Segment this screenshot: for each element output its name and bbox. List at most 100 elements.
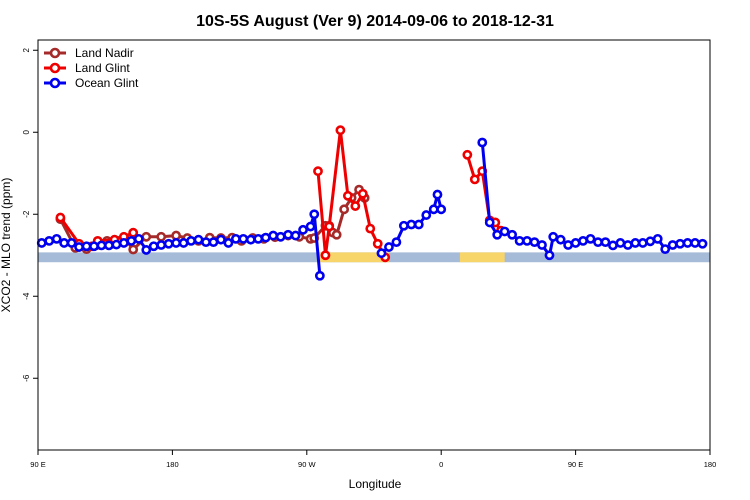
data-point [260,232,271,243]
data-point [313,166,323,177]
plot-frame [37,39,711,451]
data-point [608,240,618,251]
data-point [630,238,641,248]
legend-item: Ocean Glint [44,76,139,90]
data-point [111,239,122,250]
data-point [421,210,432,220]
data-point [537,240,547,250]
data-point [223,238,234,248]
data-point [622,240,633,250]
data-point [208,237,219,248]
y-axis: 2 0 -2 -4 -6 [22,47,38,382]
data-point [141,245,152,255]
data-point [298,224,308,235]
y-tick-label: -6 [22,374,31,382]
data-point [578,235,588,246]
data-point [309,209,320,220]
data-point [201,237,211,248]
data-point [171,238,182,248]
data-point [314,270,325,281]
data-point [697,238,708,249]
data-point [555,234,566,245]
x-tick-label: 90 E [30,460,45,469]
data-point [148,241,159,252]
data-point [324,221,335,232]
data-point [163,238,174,249]
data-point [104,240,114,251]
x-tick-label: 90 W [298,460,316,469]
legend-label: Ocean Glint [75,76,139,90]
data-point [126,235,137,246]
data-point [342,190,353,201]
data-point [141,231,152,242]
data-point [593,237,603,248]
data-point [283,229,294,240]
data-point [667,240,678,250]
data-point [350,201,361,211]
data-point [376,248,387,259]
data-point [305,221,316,232]
data-point [428,204,439,215]
legend-marker [49,47,61,59]
data-point [432,189,443,200]
data-point [514,235,525,246]
data-point [245,234,256,245]
data-point [600,237,611,248]
data-point [436,204,447,215]
legend-marker [49,62,61,74]
data-point [268,230,279,241]
y-tick-label: -4 [22,292,31,300]
data-point [331,229,342,240]
data-point [238,233,249,244]
x-axis: 90 E 180 90 W 0 90 E 180 [30,450,716,469]
x-tick-label: 0 [439,460,443,469]
data-point [652,233,663,244]
data-point [128,227,139,238]
series-ocean-glint [36,137,708,281]
data-point [230,233,241,244]
chart-title: 10S-5S August (Ver 9) 2014-09-06 to 2018… [196,13,554,30]
data-point [128,244,139,255]
data-point [413,219,424,230]
data-point [118,238,129,248]
legend-marker [49,77,61,89]
data-point [193,234,204,245]
data-point [522,235,532,246]
data-point [645,236,656,247]
data-point [81,241,92,252]
series-layer [36,125,708,281]
y-tick-label: -2 [22,210,31,218]
data-point [339,204,350,215]
data-point [44,235,55,246]
data-point [563,240,574,250]
data-point [335,125,346,136]
data-point [290,230,301,241]
data-point [216,234,226,245]
data-point [320,250,331,261]
y-tick-label: 2 [22,47,31,52]
data-point [275,231,286,242]
data-point [89,241,99,252]
data-point [384,242,394,252]
data-point [253,233,264,244]
data-point [570,238,581,248]
data-point [499,226,510,237]
data-point [391,237,402,248]
data-point [156,231,167,242]
data-point [59,238,70,248]
data-point [462,149,473,160]
y-axis-label: XCO2 - MLO trend (ppm) [0,178,13,313]
legend-label: Land Nadir [75,46,134,60]
legend-label: Land Glint [75,61,130,75]
data-point [548,231,559,242]
data-point [372,238,383,249]
legend-item: Land Glint [44,61,130,75]
data-point [398,220,409,231]
x-tick-label: 90 E [568,460,583,469]
data-point [357,188,368,199]
series-line [316,128,387,259]
data-point [469,174,480,185]
data-point [585,233,596,244]
